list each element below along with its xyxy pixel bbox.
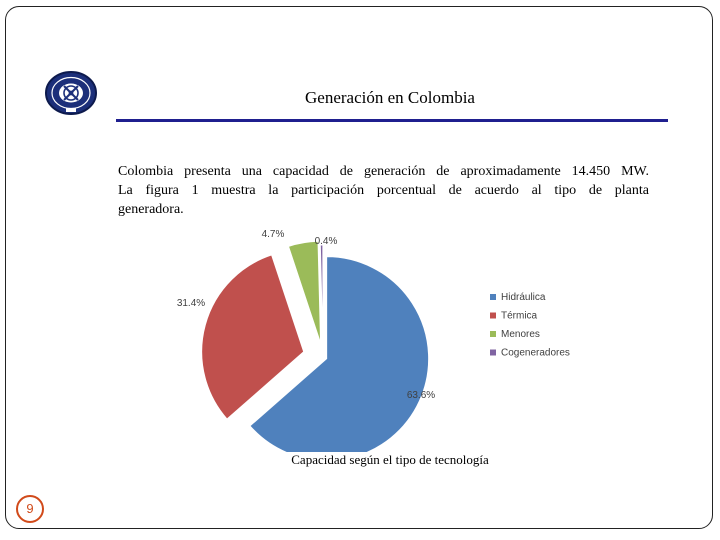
legend-swatch-térmica — [490, 312, 496, 319]
legend-label-menores: Menores — [501, 329, 540, 340]
pie-slice-cogeneradores — [319, 244, 324, 348]
legend-label-térmica: Térmica — [501, 311, 538, 322]
page-number: 9 — [26, 501, 34, 516]
legend-label-cogeneradores: Cogeneradores — [501, 348, 570, 359]
legend-swatch-menores — [490, 331, 496, 337]
pie-slice-térmica — [201, 254, 305, 420]
data-label-térmica: 31.4% — [177, 298, 205, 309]
figure-caption: Capacidad según el tipo de tecnología — [291, 452, 489, 467]
pie-chart: 63.6% 31.4% 4.7% 0.4% Hidráulica Térmica Menor… — [177, 229, 570, 452]
legend-swatch-cogeneradores — [490, 349, 496, 356]
data-label-hidráulica: 63.6% — [407, 390, 435, 401]
data-label-menores: 4.7% — [262, 229, 285, 240]
title-underline — [116, 119, 668, 122]
body-line-3: generadora. — [118, 202, 184, 217]
page-number-badge — [16, 495, 44, 523]
university-logo — [45, 71, 97, 115]
body-line-2: La figura 1 muestra la participación por… — [118, 183, 649, 198]
body-line-1: Colombia presenta una capacidad de gener… — [118, 164, 649, 179]
legend-label-hidráulica: Hidráulica — [501, 292, 546, 303]
slide-title: Generación en Colombia — [305, 88, 475, 107]
pie-slice-menores — [287, 240, 322, 344]
data-label-cogeneradores: 0.4% — [315, 236, 338, 247]
legend-swatch-hidráulica — [490, 294, 496, 300]
pie-slice-hidráulica — [249, 256, 430, 452]
body-paragraph: Colombia presenta una capacidad de gener… — [118, 162, 649, 219]
slide-frame — [5, 6, 713, 529]
